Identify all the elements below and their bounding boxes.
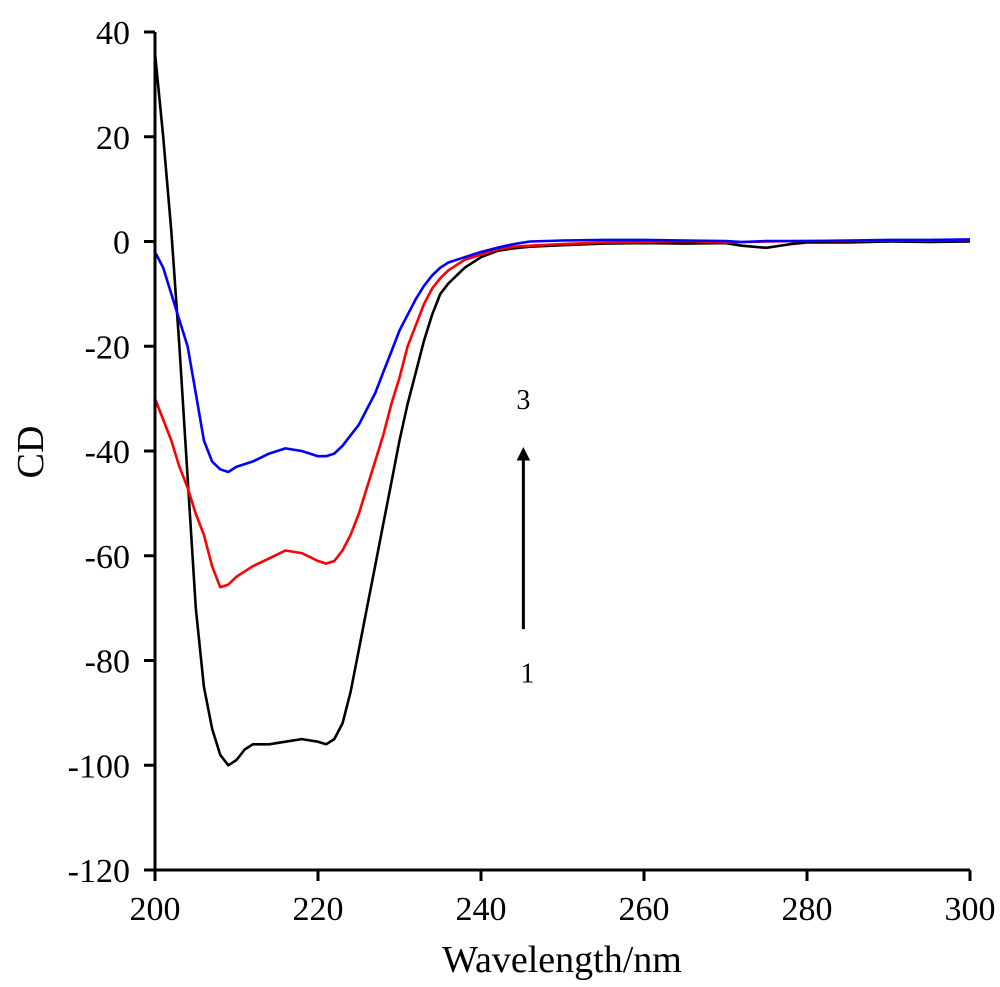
x-tick-label: 260 [619,891,670,928]
series-line-1 [153,52,971,767]
y-tick-label: -100 [68,748,130,785]
x-tick-label: 300 [945,891,996,928]
x-tick-label: 200 [130,891,181,928]
arrow-end-label: 3 [516,385,530,416]
x-axis-title: Wavelength/nm [442,939,682,981]
y-ticks: 40 20 0 -20 -40 -60 -80 -100 -120 [68,15,155,890]
y-tick-label: 40 [96,15,130,52]
series-line-2 [153,238,971,589]
y-tick-label: -60 [85,539,130,576]
y-tick-label: -80 [85,644,130,681]
arrow-start-label: 1 [520,659,534,690]
y-tick-label: 20 [96,120,130,157]
series-layer [153,52,971,767]
x-ticks: 200 220 240 260 280 300 [130,870,996,928]
annotation-group: 1 3 [516,385,534,690]
x-tick-label: 220 [293,891,344,928]
y-tick-label: -120 [68,853,130,890]
x-tick-label: 280 [782,891,833,928]
y-tick-label: -40 [85,434,130,471]
y-tick-label: 0 [113,225,130,262]
series-line-3 [153,238,971,474]
y-axis-title: CD [10,426,52,479]
x-tick-label: 240 [456,891,507,928]
y-tick-label: -20 [85,329,130,366]
